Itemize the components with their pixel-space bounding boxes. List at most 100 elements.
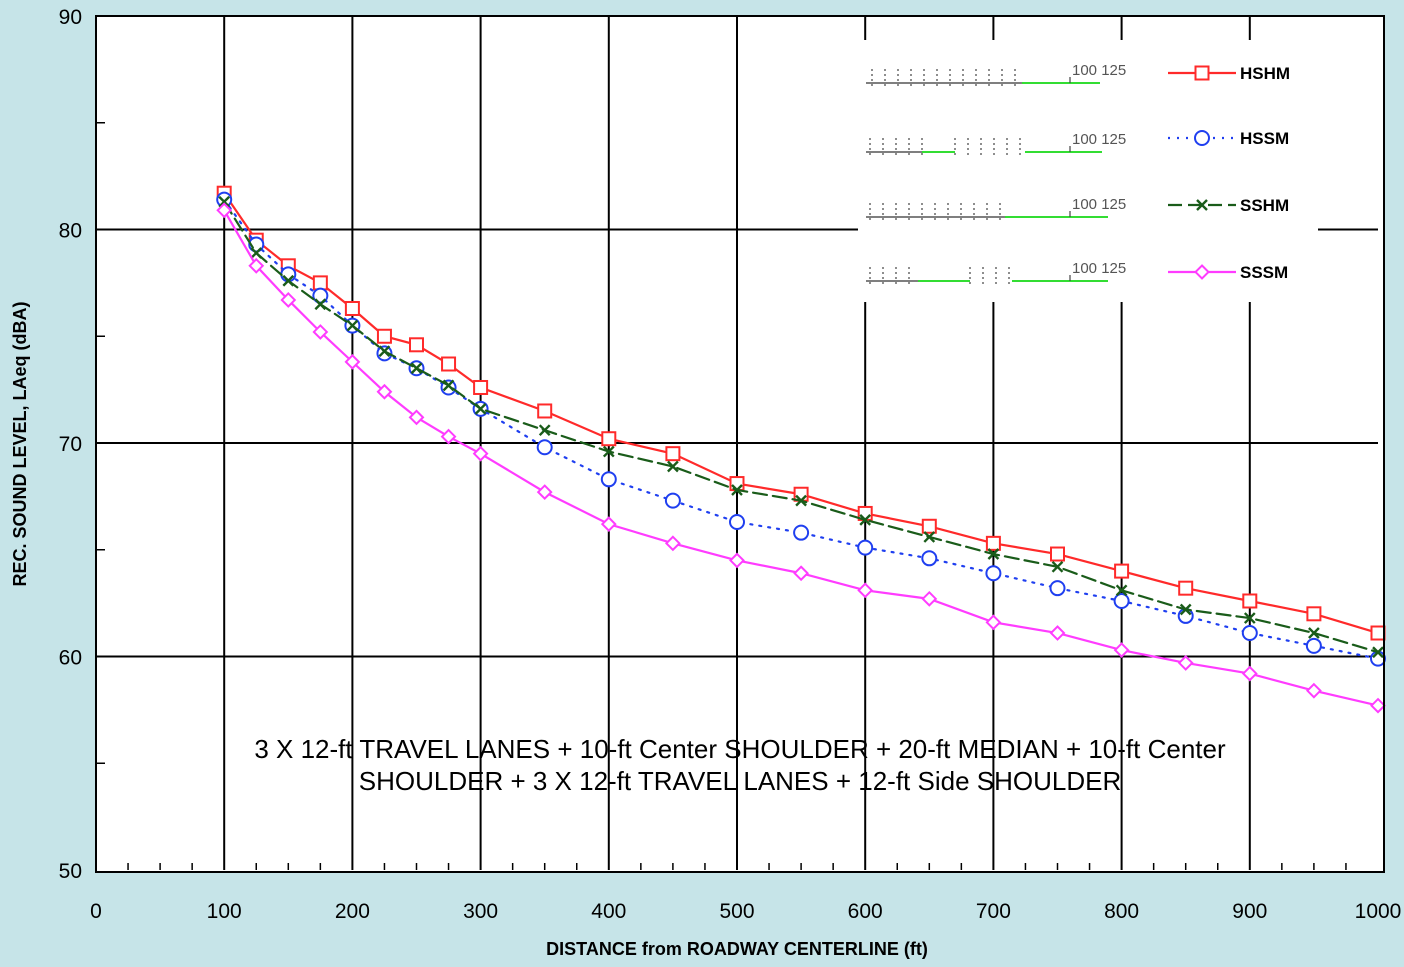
data-point-hshm <box>312 275 328 291</box>
data-point-hshm <box>344 300 360 316</box>
data-point-sshm <box>795 494 807 507</box>
legend-entry-hshm: HSHM <box>1168 64 1290 83</box>
data-point-sssm <box>1241 665 1258 682</box>
data-point-sshm <box>859 514 872 526</box>
data-point-sshm <box>1308 627 1320 639</box>
y-tick-label: 90 <box>59 6 82 29</box>
data-point-hshm <box>985 535 1001 551</box>
legend-label-sshm: SSHM <box>1240 196 1289 215</box>
data-point-hssm <box>921 550 938 567</box>
data-point-hshm <box>1178 580 1194 596</box>
data-point-sshm <box>250 247 263 259</box>
data-point-sshm <box>1115 584 1128 597</box>
lane-schematic: 100 125 <box>866 196 1126 220</box>
x-tick-label: 700 <box>976 900 1011 923</box>
data-point-hshm <box>665 446 681 462</box>
x-tick-label: 300 <box>463 900 498 923</box>
data-point-sssm <box>408 409 425 426</box>
receiver-distance-label: 100 125 <box>1072 196 1126 213</box>
data-point-hshm <box>1050 546 1065 562</box>
data-point-sshm <box>1051 560 1064 573</box>
x-tick-label: 500 <box>719 900 754 923</box>
data-point-sssm <box>1113 642 1130 659</box>
data-point-sssm <box>376 383 393 400</box>
data-point-sshm <box>923 531 936 543</box>
x-tick-label: 900 <box>1232 900 1267 923</box>
lane-configuration-insets: 100 125 100 125 100 125 100 125 <box>866 62 1126 284</box>
legend-label-hssm: HSSM <box>1240 129 1289 148</box>
data-point-sssm <box>312 324 329 340</box>
data-point-sssm <box>440 428 457 445</box>
x-tick-labels: 0 100 200 300 400 500 600 700 800 900 1000 <box>90 900 1401 923</box>
series-line-sshm <box>223 200 1380 654</box>
series-sshm <box>218 195 1384 659</box>
data-point-hssm <box>857 539 874 556</box>
data-point-sshm <box>410 362 423 375</box>
x-tick-label: 100 <box>207 900 242 923</box>
data-point-hssm <box>985 565 1002 582</box>
data-point-sssm <box>1305 682 1322 699</box>
data-point-hssm <box>536 439 553 456</box>
y-tick-label: 70 <box>59 433 82 456</box>
data-point-sssm <box>280 292 297 308</box>
data-point-hssm <box>1113 592 1130 609</box>
data-point-hssm <box>600 471 617 488</box>
data-point-sshm <box>442 379 455 392</box>
data-point-sshm <box>538 424 551 437</box>
data-point-hshm <box>1114 563 1130 579</box>
x-tick-label: 200 <box>335 900 370 923</box>
x-axis-title: DISTANCE from ROADWAY CENTERLINE (ft) <box>546 939 928 959</box>
lane-schematic: 100 125 <box>866 260 1126 284</box>
x-tick-label: 600 <box>848 900 883 923</box>
data-point-sssm <box>1049 625 1066 641</box>
y-axis-title: REC. SOUND LEVEL, LAeq (dBA) <box>10 301 30 586</box>
data-point-hssm <box>376 345 393 362</box>
y-tick-label: 60 <box>59 647 82 670</box>
data-point-sshm <box>1243 612 1256 624</box>
data-point-sssm <box>921 590 938 607</box>
data-point-sssm <box>248 257 265 274</box>
legend-marker-hssm <box>1194 130 1210 146</box>
data-point-sssm <box>472 445 489 462</box>
y-tick-label: 80 <box>59 220 82 243</box>
data-point-hshm <box>409 337 424 353</box>
data-point-sshm <box>314 298 327 311</box>
lane-schematic: 100 125 <box>866 62 1126 86</box>
minor-ticks <box>96 122 1347 870</box>
receiver-distance-label: 100 125 <box>1072 260 1126 277</box>
data-point-sssm <box>1177 654 1194 671</box>
y-tick-label: 50 <box>59 860 82 883</box>
data-point-sshm <box>1179 603 1192 616</box>
roadway-description: 3 X 12-ft TRAVEL LANES + 10-ft Center SH… <box>254 734 1226 796</box>
legend-entry-sssm: SSSM <box>1168 263 1288 282</box>
data-point-hshm <box>441 356 457 372</box>
legend-marker-sshm <box>1196 199 1208 211</box>
data-point-sshm <box>987 548 1000 560</box>
data-point-hssm <box>664 492 681 509</box>
receiver-distance-label: 100 125 <box>1072 131 1126 148</box>
data-point-sssm <box>664 535 681 552</box>
x-tick-label: 400 <box>591 900 626 923</box>
data-point-hshm <box>601 431 617 447</box>
lane-schematic: 100 125 <box>866 131 1126 155</box>
data-point-hshm <box>473 379 489 395</box>
series-sssm <box>216 202 1386 714</box>
plot-frame <box>95 15 1385 873</box>
legend-entry-sshm: SSHM <box>1168 196 1289 215</box>
data-point-sshm <box>282 274 295 287</box>
data-point-sshm <box>346 319 359 332</box>
data-point-sshm <box>602 445 615 458</box>
data-point-sssm <box>857 582 874 599</box>
y-tick-labels: 50 60 70 80 90 <box>59 6 82 883</box>
data-point-hshm <box>729 476 745 492</box>
data-point-sshm <box>667 460 679 473</box>
x-tick-label: 800 <box>1104 900 1139 923</box>
data-point-sshm <box>474 402 487 415</box>
data-point-hshm <box>1370 625 1386 641</box>
data-point-hshm <box>537 403 553 419</box>
data-point-hssm <box>1049 580 1066 597</box>
data-point-sssm <box>536 484 553 501</box>
data-point-hssm <box>1305 637 1322 654</box>
data-point-sssm <box>793 565 810 582</box>
